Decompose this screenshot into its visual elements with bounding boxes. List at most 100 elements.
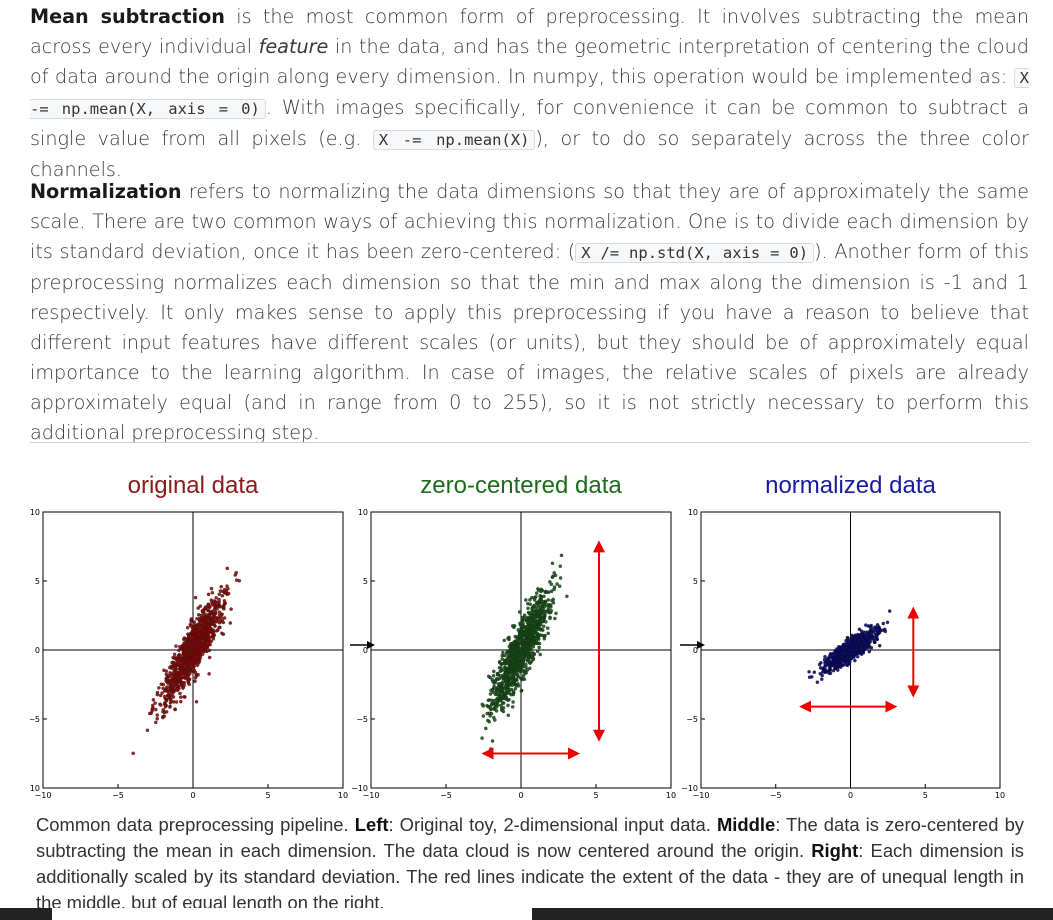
data-point xyxy=(154,707,158,712)
y-tick-label: 10 xyxy=(688,508,698,517)
data-point xyxy=(516,628,520,632)
scrollbar-thumb[interactable] xyxy=(532,908,1053,920)
horizontal-scrollbar[interactable] xyxy=(0,908,1053,920)
data-point xyxy=(217,600,221,604)
data-point xyxy=(843,658,847,663)
data-point xyxy=(523,618,528,622)
data-point xyxy=(877,643,882,648)
data-point xyxy=(481,714,486,718)
data-point xyxy=(215,618,219,623)
y-tick-label: −5 xyxy=(686,715,698,724)
data-point xyxy=(846,653,850,657)
data-point xyxy=(554,611,558,616)
data-point xyxy=(493,680,498,685)
y-tick-label: −10 xyxy=(30,784,40,793)
data-point xyxy=(873,625,877,629)
data-point xyxy=(192,620,197,624)
data-point xyxy=(552,571,556,575)
data-point xyxy=(558,576,563,580)
data-point xyxy=(550,561,555,566)
panel-title-2: zero-centered data xyxy=(420,472,622,499)
data-point xyxy=(217,625,221,630)
data-point xyxy=(190,662,195,666)
data-point xyxy=(486,674,491,679)
data-point xyxy=(480,702,485,707)
data-point xyxy=(523,671,528,675)
x-tick-label: −5 xyxy=(440,791,452,800)
data-point xyxy=(178,666,182,671)
data-point xyxy=(495,672,500,676)
data-point xyxy=(867,649,872,654)
data-point xyxy=(164,688,168,693)
data-point xyxy=(186,653,191,658)
data-point xyxy=(535,649,540,654)
data-point xyxy=(155,713,160,717)
data-point xyxy=(164,698,169,703)
data-point xyxy=(815,680,820,684)
data-point xyxy=(198,647,203,651)
data-point xyxy=(194,672,199,677)
data-point xyxy=(206,592,211,597)
data-point xyxy=(207,613,211,617)
data-point xyxy=(170,692,174,697)
data-point xyxy=(520,651,524,655)
data-point xyxy=(534,594,538,599)
data-point xyxy=(497,660,502,664)
data-point xyxy=(540,633,544,638)
data-point xyxy=(887,609,892,613)
data-point xyxy=(188,622,193,627)
data-point xyxy=(510,666,515,671)
data-point xyxy=(174,670,178,675)
data-point xyxy=(210,590,215,595)
mean-subtraction-paragraph: Mean subtraction is the most common form… xyxy=(30,2,1029,185)
data-point xyxy=(853,658,857,663)
data-point xyxy=(498,669,502,674)
data-point xyxy=(526,646,531,650)
data-point xyxy=(511,645,515,650)
data-point xyxy=(498,688,503,693)
data-point xyxy=(502,638,507,643)
data-point xyxy=(177,686,181,691)
data-point xyxy=(489,747,493,751)
data-point xyxy=(499,706,504,711)
normalization-term: Normalization xyxy=(30,180,182,203)
data-point xyxy=(821,667,826,672)
data-point xyxy=(191,658,195,662)
data-point xyxy=(221,620,226,625)
data-point xyxy=(496,685,500,690)
data-point xyxy=(512,670,516,674)
data-point xyxy=(489,688,493,693)
data-point xyxy=(210,634,214,639)
data-point xyxy=(523,638,528,643)
data-point xyxy=(500,695,504,700)
data-point xyxy=(833,649,838,654)
y-tick-label: −5 xyxy=(30,715,40,724)
data-point xyxy=(190,636,195,640)
data-point xyxy=(204,624,208,628)
data-point xyxy=(197,623,201,627)
data-point xyxy=(199,638,204,643)
data-point xyxy=(220,593,225,598)
x-tick-label: 10 xyxy=(666,791,676,800)
data-point xyxy=(193,679,197,684)
data-point xyxy=(194,700,199,704)
data-point xyxy=(490,701,494,706)
figure-caption: Common data preprocessing pipeline. Left… xyxy=(36,812,1024,916)
data-point xyxy=(203,640,208,644)
data-point xyxy=(173,665,178,669)
data-point xyxy=(178,691,182,696)
data-point xyxy=(520,627,524,632)
data-point xyxy=(191,666,196,670)
data-point xyxy=(163,705,168,709)
data-point xyxy=(222,616,227,620)
data-point xyxy=(526,606,530,611)
data-point xyxy=(519,676,523,681)
data-point xyxy=(511,689,516,694)
data-point xyxy=(168,705,172,709)
data-point xyxy=(565,594,569,599)
data-point xyxy=(553,616,557,621)
data-point xyxy=(810,675,814,679)
data-point xyxy=(176,677,180,681)
data-point xyxy=(217,610,222,614)
data-point xyxy=(528,602,532,606)
